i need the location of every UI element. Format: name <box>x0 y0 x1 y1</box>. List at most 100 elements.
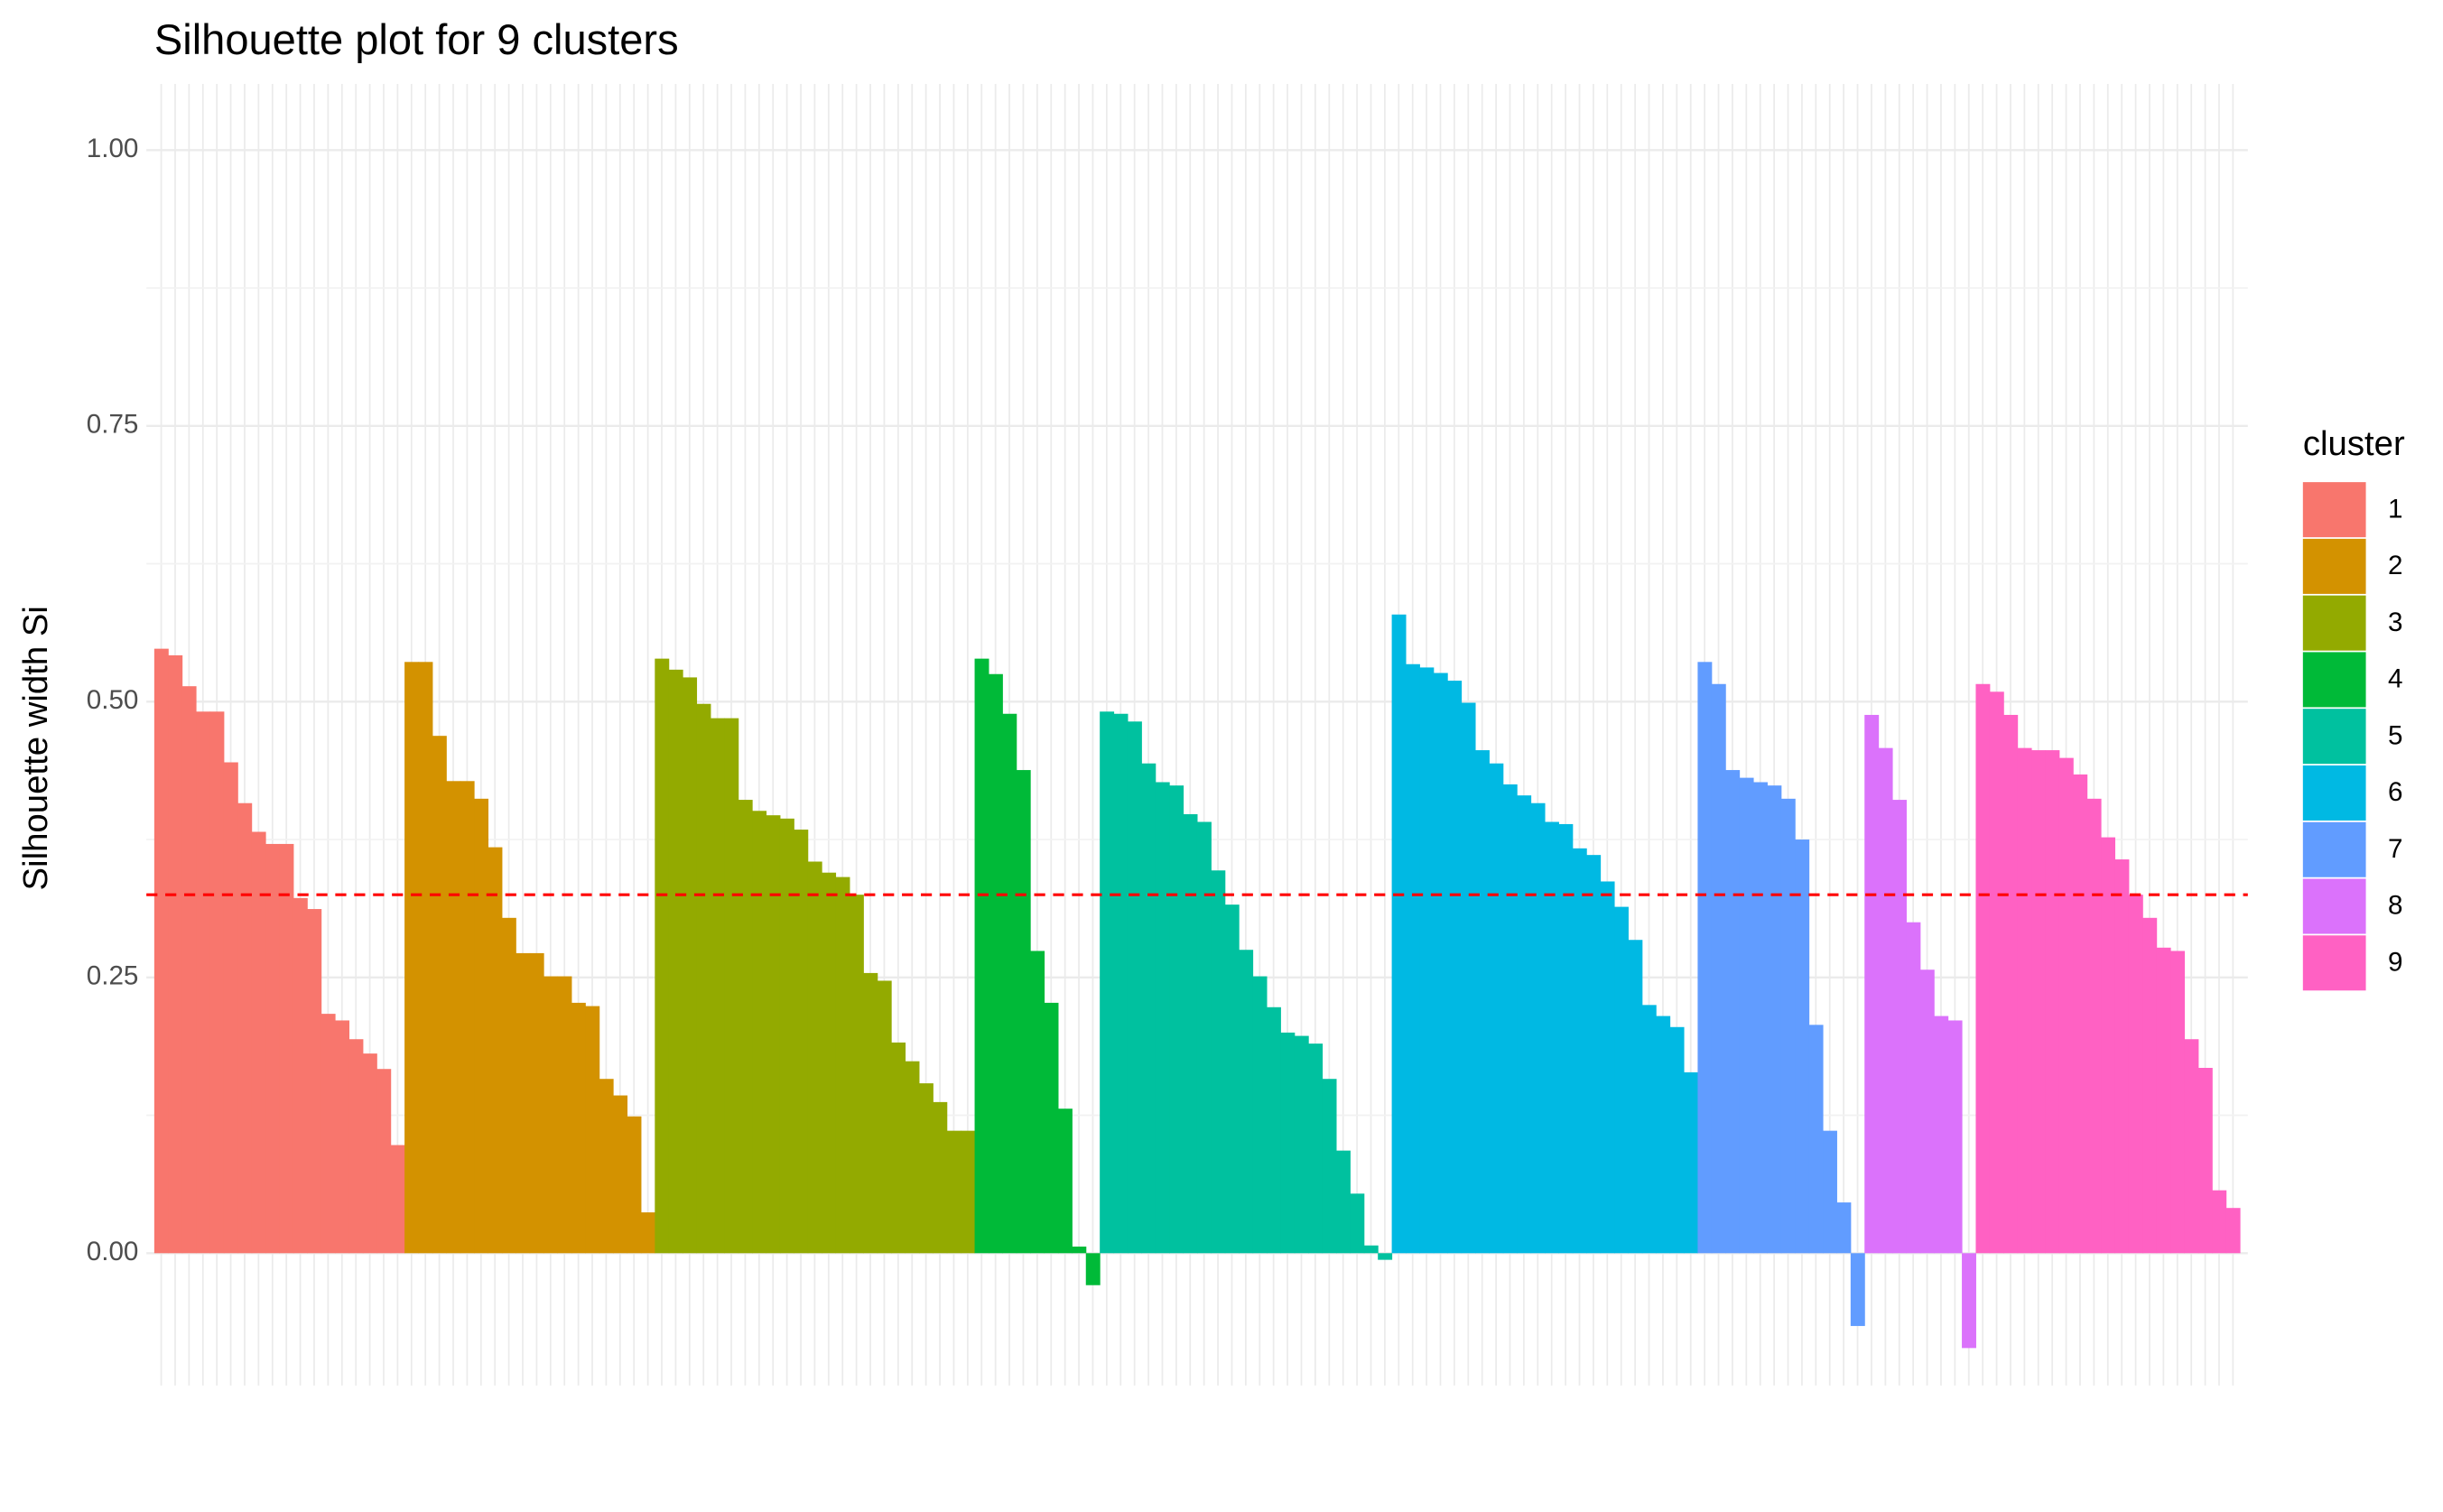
legend-label: 6 <box>2388 777 2402 807</box>
bar <box>237 802 253 1254</box>
bar <box>974 658 989 1254</box>
bar <box>2114 859 2130 1254</box>
bar <box>988 673 1003 1254</box>
bar <box>1085 1253 1101 1285</box>
bar <box>223 762 238 1254</box>
bar <box>738 800 753 1254</box>
bar <box>474 798 489 1254</box>
bar <box>265 843 281 1254</box>
bar <box>946 1130 961 1254</box>
bar <box>1239 950 1254 1254</box>
bar <box>516 952 531 1254</box>
bar <box>376 1069 392 1254</box>
legend-label: 4 <box>2388 664 2402 694</box>
bar <box>877 980 892 1254</box>
bar <box>683 677 698 1254</box>
bar <box>1934 1016 1949 1254</box>
bar <box>1322 1079 1337 1254</box>
y-tick-label: 0.50 <box>87 685 139 715</box>
bar <box>1697 662 1713 1254</box>
bar <box>1044 1002 1059 1254</box>
bar <box>362 1053 377 1254</box>
bar <box>571 1002 586 1254</box>
bar <box>1739 777 1754 1254</box>
bar <box>293 897 308 1254</box>
bar <box>1892 800 1907 1254</box>
legend-label: 8 <box>2388 891 2402 921</box>
bar <box>2212 1190 2227 1254</box>
bar <box>2086 798 2102 1254</box>
bar <box>1947 1020 1963 1254</box>
bar <box>1962 1253 1976 1349</box>
bar <box>418 662 433 1254</box>
bar <box>1823 1130 1837 1254</box>
bar <box>168 654 183 1254</box>
bar <box>1461 702 1476 1254</box>
bar <box>822 872 837 1254</box>
bar <box>1836 1202 1852 1254</box>
bar <box>1127 721 1142 1254</box>
bar <box>335 1020 350 1254</box>
bar <box>1072 1246 1087 1254</box>
bar <box>1266 1006 1281 1254</box>
bar <box>1280 1032 1296 1254</box>
legend-label: 3 <box>2388 608 2402 637</box>
y-tick-label: 0.25 <box>87 961 139 991</box>
bar <box>348 1039 364 1254</box>
bar <box>1586 855 1602 1254</box>
bar <box>1864 714 1880 1254</box>
bar <box>1211 870 1226 1254</box>
legend-key <box>2302 538 2366 594</box>
legend-key <box>2302 595 2366 651</box>
bar <box>1558 823 1574 1254</box>
legend-label: 7 <box>2388 834 2402 864</box>
bar <box>1016 770 1031 1254</box>
bar <box>1600 881 1615 1254</box>
bar <box>153 648 169 1254</box>
bar <box>696 703 711 1254</box>
bar <box>627 1116 642 1254</box>
bar <box>835 877 850 1254</box>
bar <box>1975 683 1991 1254</box>
bar <box>599 1079 614 1254</box>
bar <box>1252 976 1268 1254</box>
bar <box>2225 1208 2241 1254</box>
bar <box>933 1101 948 1254</box>
bar <box>404 662 420 1254</box>
bar <box>1057 1108 1073 1254</box>
bar <box>2156 947 2171 1254</box>
bar <box>251 831 266 1254</box>
bar <box>1447 681 1463 1254</box>
bar <box>1419 667 1435 1254</box>
legend-key <box>2302 878 2366 934</box>
bar <box>1517 795 1532 1254</box>
bar <box>432 736 447 1254</box>
bar <box>1684 1071 1698 1254</box>
bar <box>196 711 210 1254</box>
y-tick-label: 1.00 <box>87 134 139 163</box>
y-tick-label: 0.00 <box>87 1237 139 1266</box>
bar <box>1808 1025 1824 1254</box>
bar <box>1433 673 1448 1254</box>
bar <box>1335 1150 1351 1254</box>
bar <box>752 811 767 1254</box>
legend-label: 1 <box>2388 494 2402 524</box>
bar <box>724 718 739 1254</box>
bar <box>1489 763 1504 1254</box>
bar <box>918 1083 934 1254</box>
bar <box>1989 691 2004 1254</box>
bar <box>863 972 878 1254</box>
bar <box>529 952 544 1254</box>
bar <box>1196 821 1212 1254</box>
bar <box>320 1014 336 1254</box>
bar <box>613 1095 628 1254</box>
bar <box>2142 917 2158 1254</box>
legend-key <box>2302 935 2366 991</box>
bar <box>1002 713 1017 1254</box>
legend-key <box>2302 482 2366 538</box>
bar <box>446 781 461 1254</box>
bar <box>668 669 683 1254</box>
bar <box>585 1006 600 1254</box>
bar <box>1308 1044 1324 1254</box>
